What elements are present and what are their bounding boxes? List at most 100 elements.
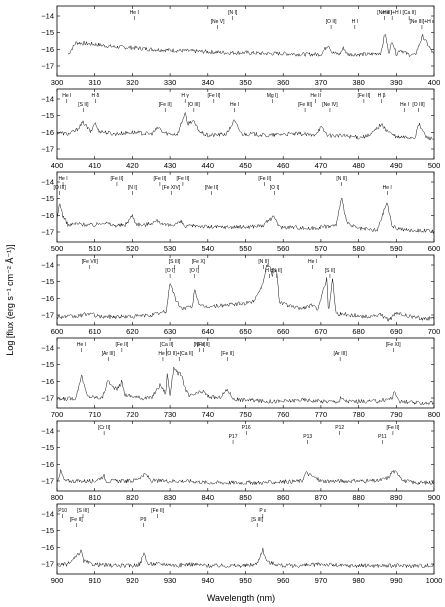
- x-tick-label: 350: [239, 78, 252, 87]
- line-id-label: P9: [140, 517, 146, 523]
- x-tick-label: 400: [428, 78, 441, 87]
- spectrum-trace: [56, 263, 435, 322]
- line-id-label: [Fe II]: [357, 93, 370, 99]
- x-tick-label: 700: [51, 410, 64, 419]
- line-id-label: [O I]: [165, 268, 175, 274]
- line-id-label: [S II]: [325, 268, 336, 274]
- line-id-label: [N II]: [336, 176, 347, 182]
- x-tick-label: 900: [51, 576, 64, 585]
- y-tick-label: −14: [41, 427, 54, 436]
- line-id-label: H δ: [92, 93, 100, 99]
- x-tick-label: 600: [428, 244, 441, 253]
- line-id-label: [Fe II]: [154, 176, 167, 182]
- x-tick-label: 360: [277, 78, 290, 87]
- x-tick-label: 540: [202, 244, 215, 253]
- x-tick-label: 800: [428, 410, 441, 419]
- y-tick-label: −14: [41, 344, 54, 353]
- x-tick-label: 790: [390, 410, 403, 419]
- x-tick-label: 380: [352, 78, 365, 87]
- line-id-label: H I: [352, 19, 358, 25]
- spectrum-trace: [56, 469, 435, 486]
- line-id-label: [Fe II]: [151, 508, 164, 514]
- x-tick-label: 370: [315, 78, 328, 87]
- line-id-label: [Ca II]: [402, 10, 416, 16]
- x-tick-label: 600: [51, 327, 64, 336]
- y-tick-label: −16: [41, 294, 54, 303]
- x-tick-label: 460: [277, 161, 290, 170]
- line-id-label: [Fe II]: [70, 517, 83, 523]
- line-id-label: [Fe II]: [221, 351, 234, 357]
- line-id-label: He I+H I: [383, 10, 401, 16]
- line-id-label: [Fe II]: [115, 342, 128, 348]
- line-id-label: P ε: [259, 508, 267, 514]
- panel-frame: [56, 88, 435, 160]
- x-tick-label: 700: [428, 327, 441, 336]
- panel-6: −14 −15 −16 −17 800 810 820 830 840 850 860 870 880 8…: [41, 420, 440, 502]
- panel-7: −14 −15 −16 −17 900 910 920 930 940 950 960 970 980 9…: [41, 503, 442, 585]
- line-id-label: He I: [158, 351, 167, 357]
- line-id-label: [Fe II]: [177, 176, 190, 182]
- x-tick-label: 950: [239, 576, 252, 585]
- spectrum-trace: [56, 366, 435, 406]
- x-tick-label: 840: [202, 493, 215, 502]
- line-id-label: [Ne IV]: [322, 102, 338, 108]
- y-tick-label: −16: [41, 211, 54, 220]
- x-tick-label: 870: [315, 493, 328, 502]
- x-tick-label: 990: [390, 576, 403, 585]
- x-tick-label: 320: [126, 78, 139, 87]
- x-tick-label: 820: [126, 493, 139, 502]
- line-id-label: P12: [335, 425, 344, 431]
- panel-3: −14 −15 −16 −17 500 510 520 530 540 550 560 570 580 5…: [41, 171, 441, 253]
- line-id-label: [Ar III]: [102, 351, 116, 357]
- line-id-label: He I: [62, 93, 71, 99]
- line-id-label: Mg I]: [267, 93, 279, 99]
- x-tick-label: 570: [315, 244, 328, 253]
- x-tick-label: 530: [164, 244, 177, 253]
- x-tick-label: 550: [239, 244, 252, 253]
- line-id-label: [Fe II]: [387, 425, 400, 431]
- x-tick-label: 390: [390, 78, 403, 87]
- x-tick-label: 960: [277, 576, 290, 585]
- y-tick-label: −15: [41, 526, 54, 535]
- y-tick-label: −17: [41, 228, 54, 237]
- line-id-label: P17: [229, 434, 238, 440]
- line-id-label: He I: [58, 176, 67, 182]
- x-tick-label: 770: [315, 410, 328, 419]
- line-id-label: [Fe II]: [258, 176, 271, 182]
- x-tick-label: 730: [164, 410, 177, 419]
- y-tick-label: −16: [41, 377, 54, 386]
- line-id-label: P13: [303, 434, 312, 440]
- y-tick-label: −15: [41, 194, 54, 203]
- line-id-label: [Ne V]: [211, 19, 226, 25]
- x-tick-label: 340: [202, 78, 215, 87]
- line-id-label: [O II]+[Ca II]: [166, 351, 194, 357]
- x-tick-label: 580: [352, 244, 365, 253]
- y-tick-label: −15: [41, 360, 54, 369]
- y-tick-label: −14: [41, 261, 54, 270]
- spectrum-trace: [56, 111, 435, 141]
- x-axis-title: Wavelength (nm): [207, 593, 275, 603]
- y-tick-label: −14: [41, 12, 54, 21]
- line-id-label: [N I]: [128, 185, 138, 191]
- x-tick-label: 620: [126, 327, 139, 336]
- panel-2: −14 −15 −16 −17 400 410 420 430 440 450 460 470 480 4…: [41, 88, 440, 170]
- panel-4: −14 −15 −16 −17 600 610 620 630 640 650 660 670 680 6…: [41, 254, 441, 336]
- x-tick-label: 560: [277, 244, 290, 253]
- line-id-label: [Cr II]: [98, 425, 111, 431]
- y-tick-label: −14: [41, 510, 54, 519]
- x-tick-label: 890: [390, 493, 403, 502]
- line-id-label: P16: [242, 425, 251, 431]
- line-id-label: He II: [310, 93, 321, 99]
- x-tick-label: 330: [164, 78, 177, 87]
- x-tick-label: 410: [88, 161, 101, 170]
- line-id-label: [N II]: [272, 268, 283, 274]
- x-tick-label: 310: [88, 78, 101, 87]
- x-tick-label: 680: [352, 327, 365, 336]
- y-tick-label: −15: [41, 277, 54, 286]
- line-id-label: [N II]: [258, 259, 269, 265]
- line-id-label: [Fe X]: [192, 259, 206, 265]
- x-tick-label: 880: [352, 493, 365, 502]
- line-id-label: [Ne III]+H ε: [409, 19, 435, 25]
- line-id-label: He I: [400, 102, 409, 108]
- x-tick-label: 980: [352, 576, 365, 585]
